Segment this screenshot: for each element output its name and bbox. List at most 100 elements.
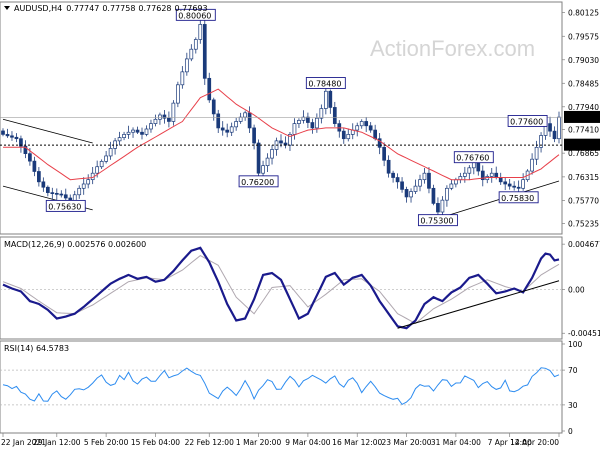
- candle-body: [202, 24, 207, 79]
- candle-body: [480, 170, 485, 181]
- candle-body: [104, 155, 108, 162]
- candle-body: [498, 177, 503, 183]
- rsi-tick-label: 100: [568, 340, 583, 349]
- macd-signal-line: [2, 255, 560, 324]
- macd-tick-label: 0.004677: [568, 240, 600, 249]
- candle-body: [512, 185, 517, 188]
- price-tick-label: 0.76865: [568, 149, 599, 158]
- level-price-tag-bg: [564, 138, 600, 151]
- time-tick-label: 22 Jan 2021: [1, 438, 46, 447]
- candle-body: [445, 187, 449, 201]
- candle-body: [292, 123, 297, 135]
- candle-body: [153, 118, 158, 124]
- candle-body: [193, 39, 198, 50]
- macd-panel-frame: [0, 236, 563, 340]
- candle-body: [5, 134, 10, 137]
- candle-body: [108, 148, 113, 157]
- candle-body: [189, 48, 194, 60]
- rsi-label: RSI(14) 64.5783: [4, 344, 69, 353]
- candle-body: [229, 126, 234, 133]
- price-panel: 0.80060 0.78480 0.77600 0.76760 0.76200 0.758…: [0, 1, 600, 235]
- candle-body: [395, 177, 400, 183]
- candle-body: [37, 171, 41, 183]
- candle-body: [355, 125, 360, 131]
- candle-body: [167, 117, 171, 122]
- rsi-tick-label: 0: [568, 427, 573, 436]
- candle-body: [180, 71, 185, 86]
- candle-body: [19, 138, 23, 147]
- candle-body: [95, 166, 100, 174]
- time-tick-label: 9 Mar 04:00: [285, 438, 331, 447]
- rsi-tick-label: 70: [568, 366, 578, 375]
- level-price-tag: 0.77050: [566, 141, 597, 150]
- candle-body: [530, 158, 534, 172]
- candle-body: [364, 121, 369, 127]
- candle-body: [261, 165, 265, 174]
- candle-body: [162, 114, 167, 119]
- candle-body: [279, 140, 283, 144]
- price-tick-label: 0.77410: [568, 126, 599, 135]
- watermark: ActionForex.com: [370, 36, 535, 61]
- rsi-level-lines: [0, 369, 562, 406]
- candle-body: [391, 172, 395, 178]
- candle-body: [422, 172, 427, 181]
- candle-body: [117, 137, 122, 142]
- candle-body: [319, 108, 324, 119]
- time-tick-label: 1 Mar 20:00: [236, 438, 282, 447]
- price-tick-label: 0.76315: [568, 173, 599, 182]
- price-label-box: [417, 214, 458, 227]
- price-tick-label: 0.75235: [568, 219, 599, 228]
- candle-body: [81, 183, 86, 189]
- candle-body: [23, 145, 28, 155]
- candle-body: [122, 134, 126, 138]
- candle-body: [297, 120, 301, 124]
- macd-panel: MACD(12,26,9) 0.002576 0.002600 0.004677…: [0, 236, 600, 340]
- candle-body: [171, 102, 176, 122]
- candle-body: [144, 128, 149, 135]
- trendline: [2, 118, 93, 144]
- candle-body: [252, 127, 256, 144]
- candle-body: [176, 84, 180, 104]
- price-tick-label: 0.79030: [568, 56, 599, 65]
- candle-body: [346, 134, 351, 140]
- candle-body: [41, 181, 46, 188]
- candle-body: [323, 90, 328, 109]
- candle-body: [63, 194, 68, 199]
- candle-body: [494, 172, 499, 178]
- candle-body: [404, 189, 409, 198]
- price-label-box: [175, 8, 216, 21]
- candle-body: [270, 149, 274, 159]
- candle-body: [534, 146, 539, 160]
- price-panel-frame: [0, 1, 563, 235]
- candle-body: [306, 116, 310, 123]
- candle-body: [140, 131, 144, 135]
- rsi-tick-label: 30: [568, 401, 578, 410]
- candle-body: [1, 130, 5, 135]
- candle-body: [418, 179, 422, 187]
- candle-body: [377, 138, 382, 148]
- price-tick-label: 0.75770: [568, 196, 599, 205]
- candle-body: [113, 140, 117, 149]
- time-tick-label: 23 Mar 20:00: [382, 438, 432, 447]
- candle-body: [454, 179, 458, 185]
- collapse-arrow-icon[interactable]: [4, 6, 10, 10]
- price-label-box: [498, 191, 539, 204]
- candle-body: [409, 191, 413, 198]
- candle-body: [449, 183, 454, 189]
- candle-body: [135, 129, 140, 133]
- macd-label: MACD(12,26,9) 0.002576 0.002600: [4, 240, 146, 249]
- candle-body: [247, 112, 252, 129]
- time-tick-label: 14 Apr 20:00: [510, 438, 559, 447]
- time-tick-label: 22 Feb 12:00: [185, 438, 234, 447]
- candle-body: [373, 129, 378, 140]
- price-tick-label: 0.79575: [568, 32, 599, 41]
- price-label-box: [453, 151, 494, 164]
- candle-body: [467, 167, 472, 174]
- symbol-label: AUDUSD,H4 0.77747 0.77758 0.77628 0.77693: [14, 4, 208, 13]
- price-level-label: 0.75630: [48, 202, 81, 211]
- candle-body: [198, 24, 203, 40]
- candle-body: [359, 121, 364, 127]
- price-grid: [562, 12, 565, 224]
- candle-body: [50, 192, 55, 194]
